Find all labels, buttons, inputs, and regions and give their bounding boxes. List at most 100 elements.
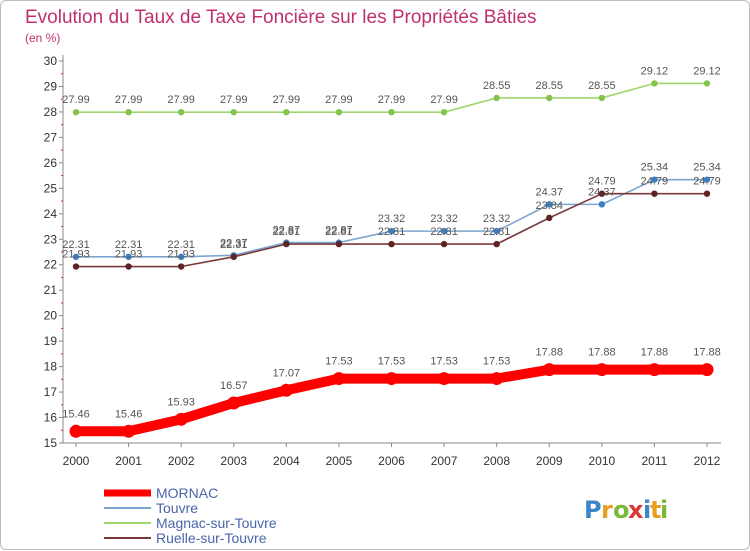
x-tick-label: 2006 <box>378 454 405 468</box>
y-tick-label: 30 <box>44 54 58 68</box>
data-label: 29.12 <box>641 65 669 77</box>
data-point <box>72 253 80 261</box>
data-point <box>546 214 553 222</box>
data-point <box>388 227 395 235</box>
data-label: 22.31 <box>220 239 248 251</box>
y-tick-label: 26 <box>44 156 58 170</box>
x-tick-label: 2008 <box>483 454 510 468</box>
y-tick-label: 20 <box>44 309 58 323</box>
data-label: 27.99 <box>378 94 406 106</box>
data-label: 24.79 <box>588 176 616 188</box>
data-label: 24.79 <box>641 176 669 188</box>
data-label: 22.31 <box>115 239 143 251</box>
x-tick-label: 2011 <box>642 454 668 468</box>
data-point <box>279 383 293 397</box>
y-tick-label: 21 <box>44 283 58 297</box>
data-label: 15.46 <box>115 408 143 420</box>
data-label: 15.93 <box>167 396 195 408</box>
data-point <box>490 372 504 386</box>
data-label: 24.37 <box>535 186 563 198</box>
data-label: 24.79 <box>693 176 721 188</box>
x-tick-label: 2003 <box>220 454 247 468</box>
data-label: 25.34 <box>641 162 669 174</box>
data-point <box>69 424 83 438</box>
data-point <box>227 396 241 410</box>
data-label: 21.93 <box>167 249 195 261</box>
data-label: 27.99 <box>273 94 301 106</box>
logo-letter: x <box>628 496 644 524</box>
data-label: 28.55 <box>588 80 616 92</box>
y-tick-label: 15 <box>44 436 58 450</box>
legend-entry: Ruelle-sur-Touvre <box>156 530 267 546</box>
data-point <box>388 108 395 116</box>
data-point <box>283 108 290 116</box>
data-point <box>647 363 661 377</box>
data-label: 28.55 <box>535 80 563 92</box>
data-label: 22.31 <box>167 239 195 251</box>
data-label: 27.99 <box>220 94 248 106</box>
data-point <box>230 108 237 116</box>
axes: 15 16 17 18 19 20 21 22 23 24 25 26 27 28 29 30 2000 2001… <box>44 54 721 468</box>
data-label: 22.31 <box>62 239 90 251</box>
data-point <box>651 176 658 183</box>
data-point <box>595 363 609 377</box>
x-tick-label: 2000 <box>63 454 90 468</box>
data-label: 25.34 <box>693 162 721 174</box>
data-point <box>493 227 500 235</box>
y-tick-label: 19 <box>44 334 58 348</box>
legend-entry: Touvre <box>156 500 198 516</box>
data-label: 27.99 <box>430 94 458 106</box>
y-tick-label: 16 <box>44 411 58 425</box>
data-point <box>437 372 451 386</box>
data-point <box>177 263 185 270</box>
data-label: 21.93 <box>115 249 143 261</box>
data-label: 22.87 <box>273 225 301 237</box>
data-label: 27.99 <box>167 94 195 106</box>
chart-title: Evolution du Taux de Taxe Foncière sur l… <box>25 7 537 28</box>
data-label: 17.53 <box>325 356 353 368</box>
data-label: 17.88 <box>588 347 616 359</box>
data-label: 16.57 <box>220 380 248 392</box>
data-point <box>542 363 556 377</box>
data-label: 22.81 <box>325 226 353 238</box>
data-label: 23.84 <box>535 200 563 212</box>
data-point <box>598 201 606 208</box>
data-label: 22.37 <box>220 237 248 249</box>
y-tick-label: 28 <box>44 105 58 119</box>
data-label: 23.32 <box>378 213 406 225</box>
data-label: 22.81 <box>273 226 301 238</box>
data-label: 24.37 <box>588 186 616 198</box>
data-point <box>388 240 395 248</box>
x-tick-label: 2001 <box>115 454 142 468</box>
data-point <box>440 227 448 235</box>
data-label: 23.32 <box>430 213 458 225</box>
data-point <box>440 240 448 248</box>
logo-letter: i <box>660 496 668 524</box>
y-tick-label: 24 <box>44 207 58 221</box>
data-point <box>385 372 398 386</box>
data-point <box>651 190 658 197</box>
data-label: 17.88 <box>535 347 563 359</box>
data-point <box>177 253 185 261</box>
data-label: 17.88 <box>641 347 669 359</box>
data-label: 27.99 <box>62 94 90 106</box>
x-tick-label: 2007 <box>431 454 458 468</box>
x-tick-label: 2005 <box>326 454 353 468</box>
data-point <box>440 108 448 116</box>
x-tick-label: 2002 <box>168 454 195 468</box>
data-point <box>598 190 606 197</box>
logo-letter: o <box>613 496 630 524</box>
logo-letter: i <box>643 496 651 524</box>
logo-letter: r <box>601 496 613 524</box>
y-tick-label: 22 <box>44 258 58 272</box>
data-point <box>72 108 80 116</box>
data-label: 28.55 <box>483 80 511 92</box>
data-label: 27.99 <box>325 94 353 106</box>
data-point <box>335 108 343 116</box>
data-point <box>335 240 343 248</box>
data-point <box>598 94 606 102</box>
data-point <box>332 372 346 386</box>
data-label: 22.87 <box>325 225 353 237</box>
